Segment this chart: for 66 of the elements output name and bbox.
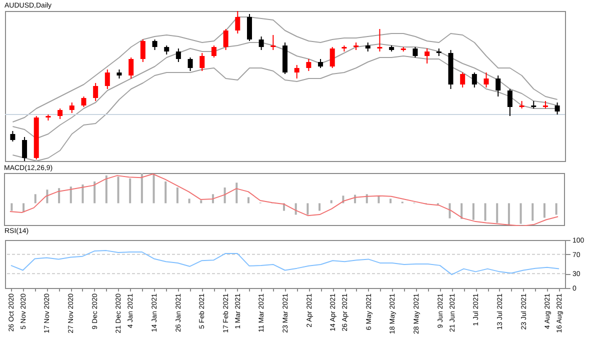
bar [555,203,558,215]
bar [236,182,238,204]
bar [330,200,332,204]
candlestick [412,46,418,58]
candlestick [58,108,63,120]
candlestick [554,102,560,115]
bar [152,174,155,204]
bar [520,203,522,224]
candlestick [330,46,335,68]
candlestick [424,48,430,64]
bar [117,176,120,204]
bar [176,188,178,204]
candlestick [246,14,252,42]
candlestick [176,48,181,62]
bar [496,203,498,223]
candlestick [81,96,86,108]
bar [140,173,143,204]
candlestick [69,102,74,114]
line-series [10,250,560,276]
bar [247,197,250,204]
candlestick [235,10,240,34]
bar [164,181,167,204]
candlestick [484,72,489,88]
candlestick [22,136,28,162]
candlestick [507,88,512,116]
candlestick [306,58,312,72]
candlestick [152,39,158,50]
candlestick [211,45,216,58]
candlestick [472,72,477,88]
bar [129,178,132,204]
candlestick [496,75,501,97]
bar [390,198,392,204]
candlestick [460,72,466,88]
candlestick [223,28,228,50]
bar [448,203,451,218]
candlestick [10,130,16,142]
bar [484,203,486,221]
bar [70,186,72,204]
bar [543,203,546,218]
bar [34,194,36,204]
bar [306,203,309,215]
bar [188,198,190,204]
bar [46,190,48,204]
candlestick [377,28,382,52]
bar [508,203,510,225]
bar [105,175,108,204]
bar [472,203,474,220]
bar [200,200,202,204]
candlestick [140,39,146,62]
bar [10,203,13,211]
bar [224,188,226,204]
candlestick [294,64,300,79]
bar [82,184,84,204]
candlestick [188,57,193,72]
bar [294,203,297,215]
candlestick [128,57,134,79]
candlestick [200,52,205,72]
candlestick [93,82,98,102]
bar [94,181,96,204]
bar [318,203,321,211]
candlestick [104,69,110,90]
candlestick [270,34,276,50]
candlestick [258,36,264,50]
bar [58,188,60,204]
bar [460,203,463,219]
bar [532,203,534,221]
